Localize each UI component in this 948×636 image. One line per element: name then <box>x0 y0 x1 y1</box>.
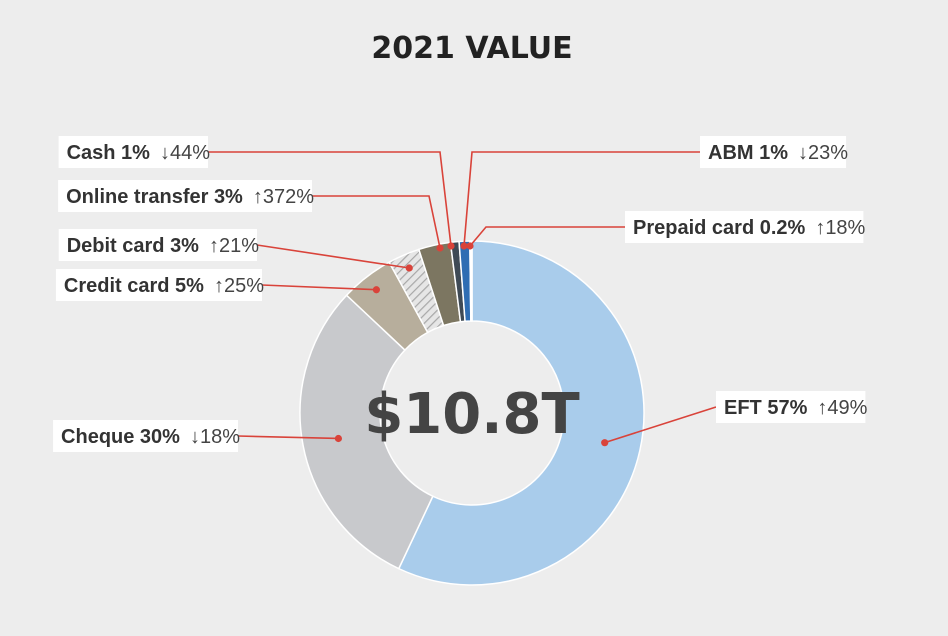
leader-dot-cheque <box>334 434 343 443</box>
leader-dot-online-transfer <box>436 244 444 252</box>
label-eft: EFT 57% ↑49% <box>716 391 868 423</box>
label-background <box>716 391 866 423</box>
leader-line-cheque <box>237 435 339 440</box>
label-name: Cheque 30% <box>61 426 180 448</box>
label-change: ↓23% <box>798 142 848 164</box>
label-background <box>625 211 864 243</box>
leader-line-cash <box>208 151 452 247</box>
label-debit-card: Debit card 3% ↑21% <box>58 229 260 261</box>
label-change: ↑372% <box>253 186 314 208</box>
label-name: Credit card 5% <box>64 275 204 297</box>
leader-line-debit-card <box>256 244 410 269</box>
label-text: Cash 1% ↓44% <box>67 142 211 164</box>
leader-line-prepaid-card <box>469 226 625 247</box>
label-background <box>53 420 238 452</box>
label-text: ABM 1% ↓23% <box>708 142 848 164</box>
label-cheque: Cheque 30% ↓18% <box>53 420 240 452</box>
leader-line-eft <box>604 406 717 444</box>
label-cash: Cash 1% ↓44% <box>58 136 211 168</box>
label-name: Debit card 3% <box>67 235 199 257</box>
label-background <box>58 136 208 168</box>
label-background <box>700 136 847 168</box>
label-online-transfer: Online transfer 3% ↑372% <box>58 180 314 212</box>
label-background <box>58 229 257 261</box>
slice-eft <box>397 240 645 586</box>
label-change: ↑18% <box>815 217 865 239</box>
label-text: EFT 57% ↑49% <box>724 397 868 419</box>
leader-dot-debit-card <box>405 264 413 272</box>
label-background <box>55 269 262 301</box>
label-text: Online transfer 3% ↑372% <box>66 186 314 208</box>
leader-dot-credit-card <box>372 286 380 294</box>
leader-line-online-transfer <box>312 195 441 249</box>
labels-group: EFT 57% ↑49%Cheque 30% ↓18%Credit card 5% ↑… <box>53 136 868 452</box>
label-name: Cash 1% <box>67 142 151 164</box>
label-background <box>58 180 312 212</box>
slices-group <box>299 240 645 586</box>
label-name: EFT 57% <box>724 397 808 419</box>
leader-line-abm <box>463 151 700 247</box>
label-name: Prepaid card 0.2% <box>633 217 806 239</box>
label-change: ↑49% <box>817 397 867 419</box>
leader-lines-group <box>208 151 717 447</box>
label-text: Credit card 5% ↑25% <box>64 275 264 297</box>
label-change: ↑21% <box>209 235 259 257</box>
label-prepaid-card: Prepaid card 0.2% ↑18% <box>625 211 866 243</box>
label-change: ↓18% <box>190 426 240 448</box>
label-name: Online transfer 3% <box>66 186 243 208</box>
leader-dot-cash <box>447 242 455 250</box>
leader-dot-abm <box>460 242 468 250</box>
leader-dot-eft <box>601 439 609 447</box>
slice-cheque <box>299 294 434 570</box>
label-change: ↑25% <box>214 275 264 297</box>
leader-line-credit-card <box>261 284 377 291</box>
slice-prepaid-card <box>469 240 473 322</box>
label-abm: ABM 1% ↓23% <box>700 136 848 168</box>
center-total-label: $10.8T <box>364 382 579 447</box>
label-text: Debit card 3% ↑21% <box>67 235 260 257</box>
label-text: Prepaid card 0.2% ↑18% <box>633 217 866 239</box>
leader-dot-prepaid-card <box>466 242 474 250</box>
label-change: ↓44% <box>160 142 210 164</box>
label-name: ABM 1% <box>708 142 788 164</box>
label-text: Cheque 30% ↓18% <box>61 426 240 448</box>
chart-title: 2021 VALUE <box>371 31 572 66</box>
label-credit-card: Credit card 5% ↑25% <box>55 269 264 301</box>
